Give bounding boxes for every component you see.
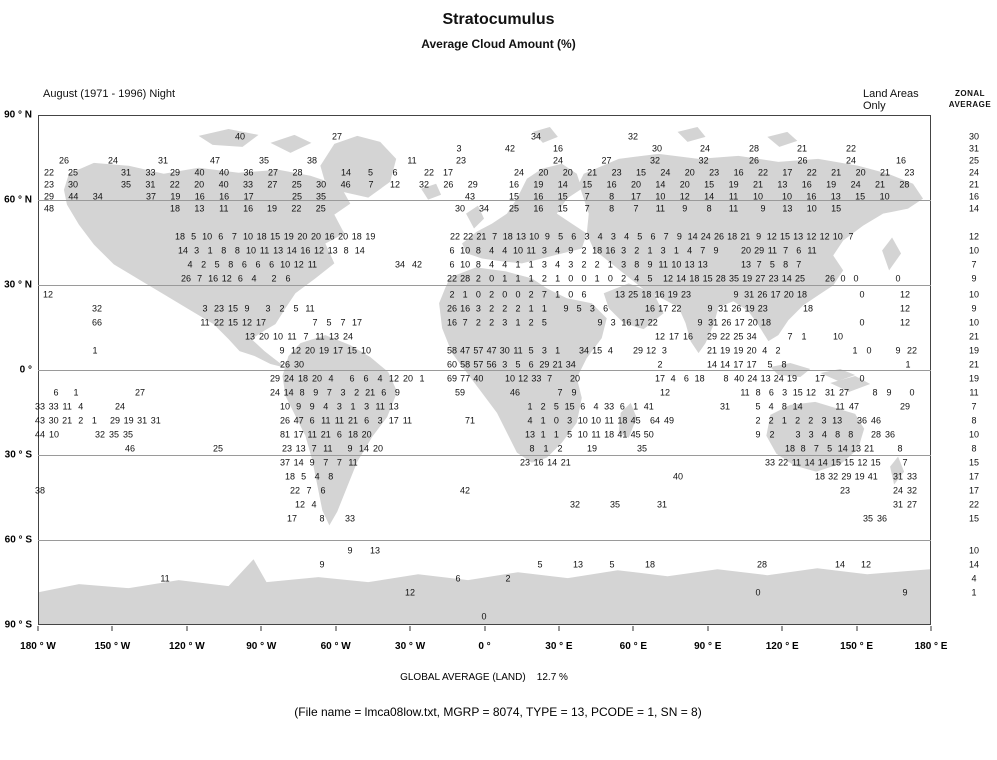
zonal-value: 10 (968, 317, 980, 328)
zonal-value: 10 (968, 289, 980, 300)
zonal-value: 21 (968, 359, 980, 370)
lon-label: 30 ° W (395, 641, 426, 652)
lon-tick (707, 626, 709, 631)
map-frame (38, 115, 931, 625)
island-iceland (421, 183, 442, 200)
lon-tick (111, 626, 113, 631)
lon-label: 60 ° W (320, 641, 351, 652)
continent-australia (766, 401, 865, 472)
lon-tick (37, 626, 39, 631)
lon-label: 120 ° W (168, 641, 205, 652)
lon-tick (930, 626, 932, 631)
lon-label: 150 ° W (94, 641, 131, 652)
zonal-value: 15 (968, 513, 980, 524)
page-subtitle: Average Cloud Amount (%) (421, 37, 576, 51)
island-greenland (320, 135, 397, 198)
lat-label: 30 ° S (4, 449, 32, 461)
zonal-value: 10 (968, 245, 980, 256)
arctic-island-2 (270, 134, 312, 153)
zonal-value: 12 (968, 231, 980, 242)
islands-indonesia-1 (770, 363, 811, 377)
zonal-value: 14 (968, 203, 980, 214)
lon-label: 0 ° (478, 641, 491, 652)
lon-label: 120 ° E (765, 641, 799, 652)
island-japan (882, 237, 902, 271)
zonal-value: 21 (968, 331, 980, 342)
lon-tick (409, 626, 411, 631)
island-britain (466, 205, 485, 229)
zonal-value: 9 (971, 303, 977, 314)
lat-label: 90 ° N (4, 109, 32, 121)
continent-asia (578, 153, 924, 354)
lat-label: 60 ° S (4, 534, 32, 546)
world-map (39, 126, 930, 624)
zonal-value: 16 (968, 191, 980, 202)
zonal-value: 8 (971, 415, 977, 426)
lon-label: 180 ° E (914, 641, 948, 652)
islands-indonesia-2 (820, 369, 856, 381)
zonal-value: 17 (968, 471, 980, 482)
lon-label: 90 ° W (246, 641, 277, 652)
lon-label: 30 ° E (545, 641, 573, 652)
lat-label: 60 ° N (4, 194, 32, 206)
continent-europe (462, 163, 587, 264)
zonal-value: 7 (971, 401, 977, 412)
lon-tick (856, 626, 858, 631)
coverage-label: Land Areas Only (863, 88, 919, 112)
continent-north-america (63, 162, 351, 369)
zonal-header-line1: ZONAL (954, 89, 986, 98)
zonal-value: 7 (971, 259, 977, 270)
period-label: August (1971 - 1996) Night (43, 88, 176, 100)
continent-antarctica (39, 559, 930, 624)
file-info-label: (File name = lmca08low.txt, MGRP = 8074,… (294, 705, 702, 719)
zonal-value: 15 (968, 457, 980, 468)
zonal-value: 21 (968, 179, 980, 190)
zonal-value: 8 (971, 443, 977, 454)
zonal-value: 1 (971, 587, 977, 598)
lon-label: 90 ° E (694, 641, 722, 652)
zonal-value: 30 (968, 131, 980, 142)
lon-label: 60 ° E (619, 641, 648, 652)
lon-tick (632, 626, 634, 631)
zonal-value: 17 (968, 485, 980, 496)
lon-tick (484, 626, 486, 631)
island-new-guinea (830, 375, 871, 392)
lon-tick (558, 626, 560, 631)
continent-africa (439, 267, 607, 463)
arctic-island-5 (767, 131, 798, 147)
zonal-value: 31 (968, 143, 980, 154)
zonal-value: 4 (971, 573, 977, 584)
zonal-value: 22 (968, 499, 980, 510)
lon-tick (260, 626, 262, 631)
lon-tick (781, 626, 783, 631)
island-madagascar (618, 402, 637, 438)
arctic-island-1 (198, 128, 259, 147)
lon-label: 150 ° E (840, 641, 874, 652)
island-new-zealand (890, 456, 905, 485)
global-average-label: GLOBAL AVERAGE (LAND) 12.7 % (400, 672, 568, 683)
lon-label: 180 ° W (20, 641, 56, 652)
zonal-value: 19 (968, 345, 980, 356)
zonal-value: 24 (968, 167, 980, 178)
zonal-value: 10 (968, 429, 980, 440)
zonal-value: 25 (968, 155, 980, 166)
arctic-island-4 (677, 126, 706, 142)
lon-tick (186, 626, 188, 631)
zonal-average-header: ZONAL AVERAGE (944, 88, 996, 110)
page-title: Stratocumulus (442, 11, 555, 28)
zonal-value: 14 (968, 559, 980, 570)
continent-south-america (282, 335, 398, 526)
lat-label: 30 ° N (4, 279, 32, 291)
lat-label: 90 ° S (4, 619, 32, 631)
zonal-header-line2: AVERAGE (948, 100, 992, 109)
arctic-island-3 (532, 126, 558, 143)
peninsula-arabia (603, 283, 664, 330)
lat-label: 0 ° (19, 364, 32, 376)
zonal-value: 19 (968, 373, 980, 384)
zonal-value: 10 (968, 545, 980, 556)
zonal-value: 11 (969, 387, 979, 398)
lon-tick (335, 626, 337, 631)
zonal-value: 9 (971, 273, 977, 284)
